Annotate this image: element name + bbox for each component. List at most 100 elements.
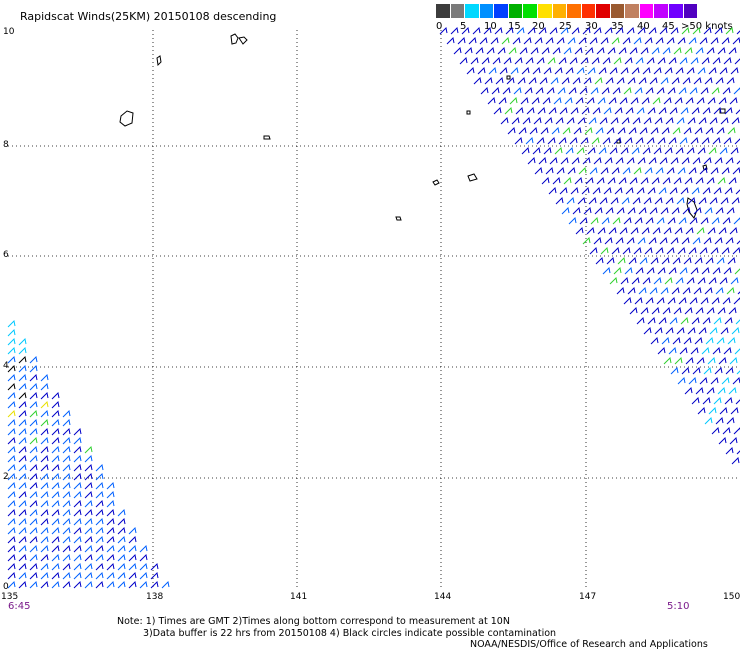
wind-barb — [665, 116, 674, 125]
wind-barb — [725, 156, 734, 165]
wind-barb — [697, 276, 706, 285]
wind-barb — [722, 296, 731, 305]
wind-barb — [602, 136, 611, 145]
wind-barb — [29, 526, 38, 535]
wind-barb — [703, 236, 712, 245]
scale-segment — [552, 4, 568, 18]
wind-barb — [721, 376, 730, 385]
wind-barb — [7, 373, 16, 382]
wind-barb — [18, 409, 27, 418]
wind-barb — [84, 472, 93, 481]
wind-barb — [601, 86, 610, 95]
wind-barb — [530, 46, 539, 55]
wind-barb — [708, 146, 717, 155]
wind-barb — [574, 46, 583, 55]
wind-barb — [709, 196, 718, 205]
island-outline — [230, 33, 239, 45]
wind-barb — [598, 66, 607, 75]
wind-barb — [643, 116, 652, 125]
wind-barb — [710, 36, 719, 45]
wind-barb — [634, 216, 643, 225]
wind-barb — [642, 276, 651, 285]
wind-barb — [718, 226, 727, 235]
wind-barb — [547, 136, 556, 145]
wind-barb — [707, 356, 716, 365]
wind-barb — [84, 454, 93, 463]
longitude-label: 150 — [723, 592, 740, 602]
wind-barb — [672, 126, 681, 135]
wind-barb — [605, 206, 614, 215]
wind-barb — [625, 106, 634, 115]
wind-barb — [572, 206, 581, 215]
wind-barb — [18, 355, 27, 364]
wind-barb — [84, 499, 93, 508]
wind-barb — [18, 346, 27, 355]
wind-barb — [731, 456, 740, 465]
wind-barb — [716, 336, 725, 345]
wind-barb — [627, 206, 636, 215]
wind-barb — [675, 66, 684, 75]
wind-barb — [705, 256, 714, 265]
wind-barb — [554, 146, 563, 155]
wind-barb — [689, 86, 698, 95]
wind-barb — [40, 436, 49, 445]
wind-barb — [62, 463, 71, 472]
wind-barb — [487, 96, 496, 105]
wind-barb — [699, 166, 708, 175]
wind-barb — [645, 86, 654, 95]
wind-barb — [676, 196, 685, 205]
wind-barb — [106, 562, 115, 571]
wind-barb — [672, 256, 681, 265]
wind-barb — [729, 356, 738, 365]
wind-barb — [602, 266, 611, 275]
wind-barb — [611, 246, 620, 255]
wind-barb — [695, 46, 704, 55]
scale-segment — [596, 4, 611, 18]
wind-barb — [578, 166, 587, 175]
wind-barb — [709, 326, 718, 335]
wind-barb — [525, 56, 534, 65]
wind-barb — [18, 580, 27, 589]
wind-barb — [731, 326, 740, 335]
wind-barb — [720, 116, 729, 125]
wind-barb — [501, 36, 510, 45]
wind-barb — [581, 186, 590, 195]
wind-barb — [29, 508, 38, 517]
wind-barb — [712, 136, 721, 145]
scale-segment — [639, 4, 655, 18]
wind-barb — [73, 571, 82, 580]
wind-barb — [558, 136, 567, 145]
wind-barb — [691, 316, 700, 325]
wind-barb — [526, 106, 535, 115]
wind-barb — [18, 508, 27, 517]
wind-barb — [597, 226, 606, 235]
wind-barb — [723, 56, 732, 65]
wind-barb — [649, 206, 658, 215]
wind-barb — [509, 96, 518, 105]
wind-barb — [651, 176, 660, 185]
wind-barb — [656, 216, 665, 225]
wind-barb — [18, 535, 27, 544]
wind-barb — [629, 176, 638, 185]
wind-barb — [676, 326, 685, 335]
wind-barb — [652, 226, 661, 235]
wind-barb — [679, 56, 688, 65]
wind-barb — [719, 146, 728, 155]
wind-barb — [40, 427, 49, 436]
wind-barb — [559, 106, 568, 115]
wind-barb — [84, 571, 93, 580]
island-outline — [238, 36, 248, 45]
wind-barb — [735, 319, 740, 325]
wind-barb — [725, 366, 734, 375]
wind-barb — [525, 136, 534, 145]
wind-barb — [729, 96, 738, 105]
wind-barb — [715, 76, 724, 85]
wind-barb — [128, 562, 137, 571]
wind-barb — [40, 481, 49, 490]
wind-barb — [683, 126, 692, 135]
wind-barb — [694, 256, 703, 265]
wind-barb — [646, 136, 655, 145]
wind-barb — [95, 463, 104, 472]
wind-barb — [29, 463, 38, 472]
wind-barb — [670, 26, 679, 35]
